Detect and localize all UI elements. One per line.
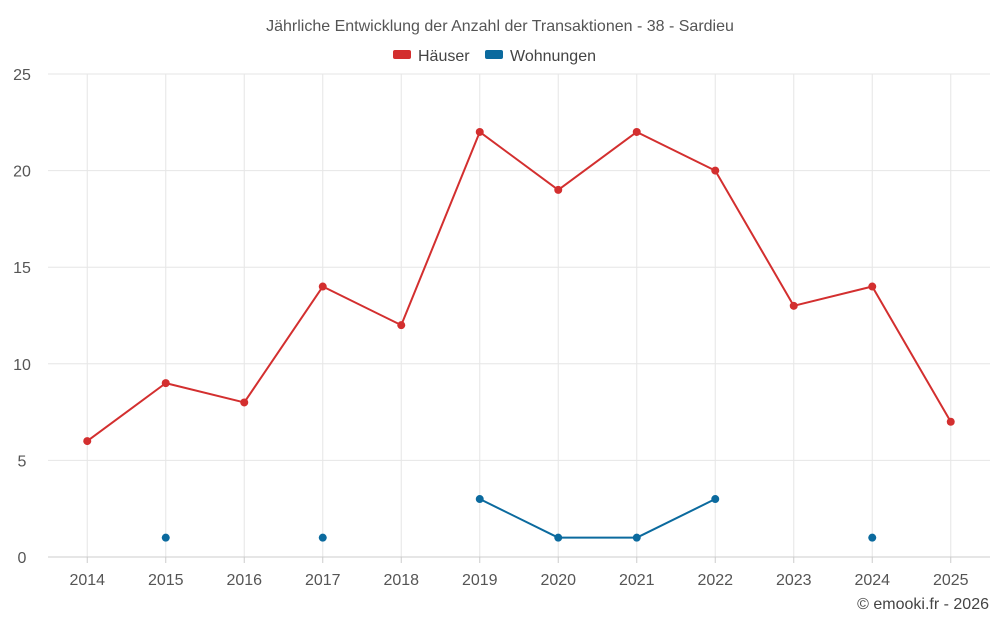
legend-label-haeuser: Häuser <box>418 48 470 65</box>
legend-swatch-wohnungen <box>485 50 503 59</box>
data-point-wohnungen[interactable] <box>475 495 484 504</box>
x-tick-label: 2014 <box>69 572 105 589</box>
data-point-hauser[interactable] <box>397 321 406 330</box>
legend-item-haeuser[interactable]: Häuser <box>393 48 470 65</box>
data-point-hauser[interactable] <box>554 185 563 194</box>
data-point-hauser[interactable] <box>240 398 249 407</box>
data-point-hauser[interactable] <box>161 379 170 388</box>
series-hauser <box>83 127 955 446</box>
data-point-hauser[interactable] <box>868 282 877 291</box>
y-tick-label: 10 <box>13 357 31 374</box>
plot-area <box>83 127 955 542</box>
y-tick-label: 20 <box>13 164 31 181</box>
data-point-wohnungen[interactable] <box>554 533 563 542</box>
data-point-wohnungen[interactable] <box>868 533 877 542</box>
x-tick-label: 2019 <box>462 572 498 589</box>
x-tick-label: 2025 <box>933 572 969 589</box>
x-tick-label: 2022 <box>697 572 733 589</box>
series-line-wohnungen <box>479 498 716 539</box>
x-tick-label: 2015 <box>148 572 184 589</box>
data-point-hauser[interactable] <box>475 127 484 136</box>
data-point-hauser[interactable] <box>318 282 327 291</box>
y-tick-label: 5 <box>18 453 27 470</box>
series-line-hauser <box>86 130 952 442</box>
legend-swatch-haeuser <box>393 50 411 59</box>
chart-title: Jährliche Entwicklung der Anzahl der Tra… <box>266 18 734 35</box>
y-tick-label: 0 <box>18 550 27 567</box>
x-tick-label: 2017 <box>305 572 341 589</box>
x-tick-label: 2020 <box>540 572 576 589</box>
data-point-hauser[interactable] <box>632 127 641 136</box>
legend-label-wohnungen: Wohnungen <box>510 48 596 65</box>
data-point-hauser[interactable] <box>946 417 955 426</box>
data-point-wohnungen[interactable] <box>161 533 170 542</box>
data-point-hauser[interactable] <box>83 437 92 446</box>
x-tick-label: 2016 <box>226 572 262 589</box>
y-tick-label: 25 <box>13 67 31 84</box>
data-point-hauser[interactable] <box>711 166 720 175</box>
x-tick-label: 2023 <box>776 572 812 589</box>
y-tick-label: 15 <box>13 260 31 277</box>
credit-text: © emooki.fr - 2026 <box>857 596 989 613</box>
x-tick-label: 2018 <box>383 572 419 589</box>
data-point-wohnungen[interactable] <box>318 533 327 542</box>
series-wohnungen <box>161 495 877 542</box>
grid <box>48 73 990 557</box>
data-point-hauser[interactable] <box>789 301 798 310</box>
data-point-wohnungen[interactable] <box>632 533 641 542</box>
legend-item-wohnungen[interactable]: Wohnungen <box>485 48 596 65</box>
x-tick-label: 2021 <box>619 572 655 589</box>
legend: Häuser Wohnungen <box>393 48 596 65</box>
x-tick-label: 2024 <box>854 572 890 589</box>
data-point-wohnungen[interactable] <box>711 495 720 504</box>
